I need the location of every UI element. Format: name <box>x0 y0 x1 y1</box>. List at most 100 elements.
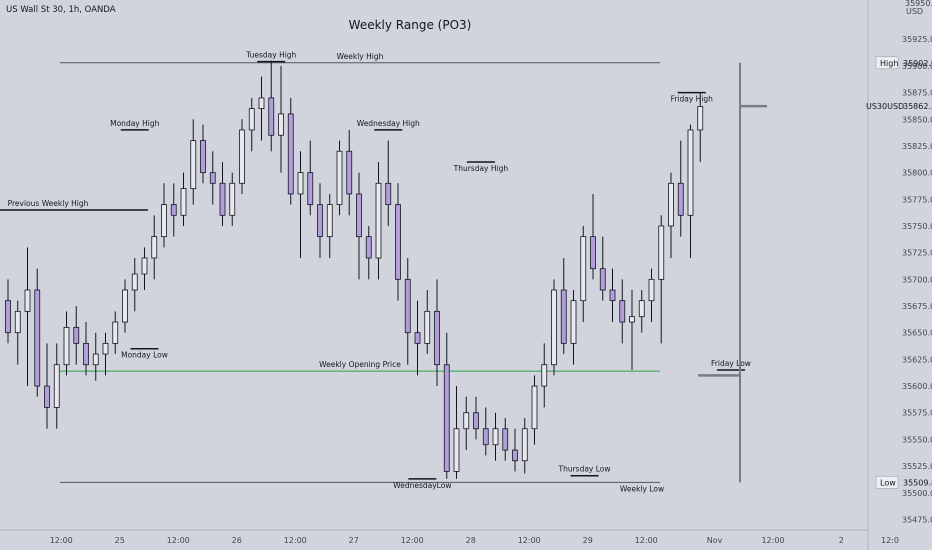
candle-body <box>63 326 70 366</box>
price-tick-label: 35775.0 <box>902 195 932 204</box>
time-tick-label: 12:00 <box>761 536 784 545</box>
price-tag-box <box>875 476 899 489</box>
candle-body <box>512 449 518 462</box>
candle-body <box>638 300 645 318</box>
time-tick-label: 12:00 <box>50 536 73 545</box>
time-tick-label: 12:00 <box>635 536 658 545</box>
candle-body <box>453 428 460 472</box>
annotation-label: Friday High <box>671 95 714 104</box>
price-tick-label: 35875.0 <box>902 89 932 98</box>
time-tick-label: 2 <box>839 536 844 545</box>
time-tick-label: 12:00 <box>401 536 424 545</box>
weekly-low-label: Weekly Low <box>620 484 664 493</box>
candle-body <box>24 289 31 312</box>
annotation-label: WednesdayLow <box>393 481 451 490</box>
price-tag-value: 35509.8 <box>903 478 932 487</box>
candle-body <box>239 129 245 184</box>
price-tick-label: 35500.0 <box>902 489 932 498</box>
candle-body <box>629 316 635 323</box>
candle-body <box>375 182 382 259</box>
candle-body <box>570 300 577 344</box>
candle-body <box>161 204 167 238</box>
time-tick-label: 12:00 <box>284 536 307 545</box>
candle-body <box>5 300 11 334</box>
annotation-label: Friday Low <box>711 359 751 368</box>
previous-weekly-high-label: Previous Weekly High <box>8 199 89 208</box>
candle-body <box>580 236 587 302</box>
symbol-label: US Wall St 30, 1h, OANDA <box>6 5 116 15</box>
candle-body <box>551 289 557 366</box>
candle-body <box>492 428 499 446</box>
candle-body <box>73 326 80 344</box>
candle-body <box>180 188 187 216</box>
candle-body <box>336 150 343 206</box>
candle-body <box>424 310 431 344</box>
candle-body <box>648 278 655 302</box>
candle-body <box>219 182 226 216</box>
annotation-label: Monday High <box>110 119 159 128</box>
candle-body <box>248 108 255 131</box>
candle-body <box>560 289 567 344</box>
candle-body <box>385 182 392 206</box>
candle-body <box>326 204 333 238</box>
candle-body <box>414 332 421 344</box>
candle-body <box>404 278 411 334</box>
candle-body <box>599 268 606 291</box>
time-tick-label: 26 <box>232 536 242 545</box>
candle-body <box>92 353 99 366</box>
candle-body <box>658 225 665 280</box>
annotation-label: Thursday Low <box>557 465 610 474</box>
annotation-label: Wednesday High <box>357 119 420 128</box>
price-tick-label: 35625.0 <box>902 355 932 364</box>
candle-body <box>141 257 148 275</box>
price-tag-name: Low <box>880 478 896 487</box>
candle-body <box>619 300 626 323</box>
candle-body <box>122 289 128 323</box>
price-tick-label: 35750.0 <box>902 222 932 231</box>
annotation-label: Tuesday High <box>245 51 296 60</box>
price-tick-label: 35475.0 <box>902 515 932 524</box>
candle-body <box>668 182 674 227</box>
candle-body <box>297 172 304 195</box>
candle-body <box>365 236 372 259</box>
price-tag-box <box>875 56 899 70</box>
candle-body <box>502 428 509 451</box>
axis-currency-label: USD <box>906 7 923 16</box>
candle-body <box>482 428 489 446</box>
chart-title: Weekly Range (PO3) <box>348 18 472 32</box>
candle-body <box>102 342 109 355</box>
candle-body <box>278 113 284 136</box>
candle-body <box>112 321 119 344</box>
candle-body <box>170 204 177 216</box>
current-price-label: 35862.3 <box>903 102 932 111</box>
time-tick-label: 29 <box>583 536 593 545</box>
weekly-open-label: Weekly Opening Price <box>319 360 401 369</box>
candle-body <box>590 236 596 270</box>
time-tick-label: Nov <box>707 536 723 545</box>
time-tick-label: 12:00 <box>518 536 541 545</box>
candle-body <box>697 106 704 131</box>
candle-body <box>131 273 138 291</box>
candle-body <box>268 97 275 136</box>
price-tag-value: 35902.9 <box>903 59 932 68</box>
candle-body <box>14 310 21 334</box>
price-tick-label: 35675.0 <box>902 302 932 311</box>
candle-body <box>521 428 528 462</box>
candle-body <box>356 193 362 238</box>
price-tick-label: 35650.0 <box>902 329 932 338</box>
time-tick-label: 12:0 <box>881 536 899 545</box>
candle-body <box>531 385 538 430</box>
candle-body <box>34 289 41 387</box>
candle-body <box>395 204 401 280</box>
candle-body <box>541 364 548 387</box>
axis-top-price-label: 35950.0 <box>905 0 932 8</box>
candle-body <box>307 172 314 206</box>
candle-body <box>346 150 353 195</box>
candle-body <box>151 236 158 259</box>
candle-body <box>229 182 236 216</box>
price-tick-label: 35825.0 <box>902 142 932 151</box>
candle-body <box>434 310 440 366</box>
candle-body <box>83 342 89 366</box>
